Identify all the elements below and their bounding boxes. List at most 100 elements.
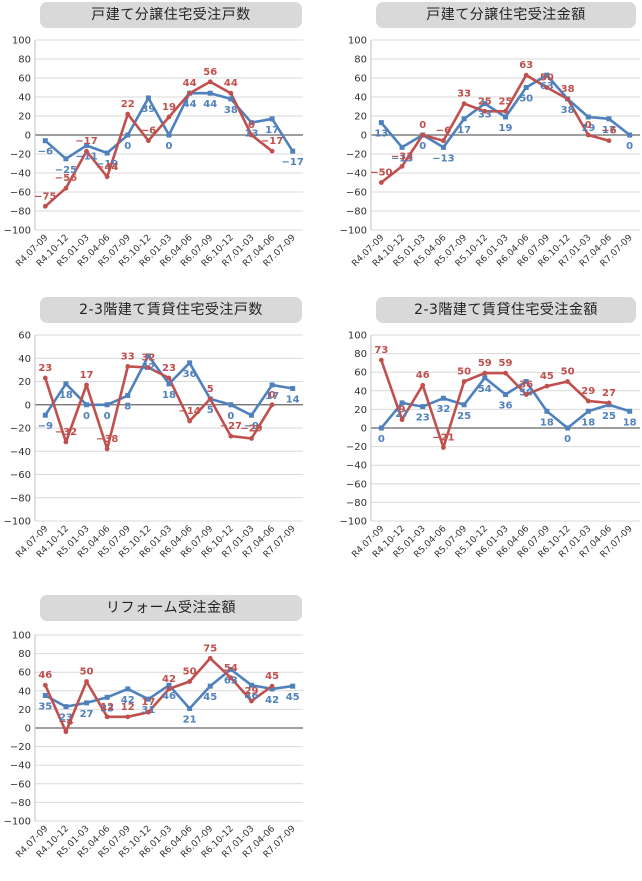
data-point-red (399, 417, 405, 423)
data-label-blue: 27 (395, 409, 409, 420)
data-label-red: 12 (121, 702, 135, 713)
y-tick-label: 100 (348, 331, 367, 342)
data-point-blue (84, 142, 90, 148)
data-point-blue (166, 132, 172, 138)
y-tick-label: −100 (4, 226, 31, 237)
data-point-red (544, 383, 550, 389)
data-label-blue: −13 (432, 153, 454, 164)
data-label-blue: 35 (38, 701, 52, 712)
data-point-red (166, 114, 172, 120)
data-label-blue: 23 (59, 713, 73, 724)
data-point-blue (585, 114, 591, 120)
data-point-red (42, 203, 48, 209)
data-label-blue: 33 (100, 703, 114, 714)
data-label-blue: 17 (265, 125, 279, 136)
data-point-red (207, 396, 213, 402)
data-label-red: 17 (141, 697, 155, 708)
y-tick-label: 0 (361, 131, 367, 142)
data-label-blue: 54 (478, 384, 492, 395)
data-point-red (461, 101, 467, 107)
data-point-red (441, 138, 446, 144)
y-tick-label: −20 (346, 442, 367, 453)
data-point-blue (461, 116, 467, 122)
line-chart: −100−80−60−40−20020406080100R4.07-09R4.1… (4, 36, 304, 270)
data-label-red: 50 (183, 667, 197, 678)
data-label-blue: −9 (244, 421, 259, 432)
data-point-blue (378, 425, 384, 431)
y-tick-label: 0 (25, 724, 31, 735)
data-label-red: 38 (561, 84, 575, 95)
data-point-blue (269, 382, 275, 388)
data-label-red: 45 (540, 371, 554, 382)
data-label-blue: 0 (626, 141, 633, 152)
data-label-blue: 0 (419, 141, 426, 152)
chart-title: 2-3階建て賃貸住宅受注戸数 (40, 297, 302, 323)
data-point-blue (440, 395, 446, 401)
data-label-blue: 17 (602, 125, 616, 136)
data-label-red: 73 (374, 345, 388, 356)
data-label-red: −21 (432, 433, 454, 444)
data-label-blue: 0 (227, 411, 234, 422)
data-point-red (125, 111, 131, 117)
data-point-red (125, 714, 131, 720)
y-tick-label: 0 (361, 424, 367, 435)
y-tick-label: 60 (18, 331, 31, 342)
data-point-red (207, 79, 213, 85)
data-point-blue (399, 144, 405, 150)
y-tick-label: −20 (10, 150, 31, 161)
data-point-blue (248, 120, 254, 126)
data-label-blue: 44 (203, 99, 217, 110)
chart-title: リフォーム受注金額 (40, 595, 302, 621)
data-label-blue: 32 (436, 404, 450, 415)
data-point-blue (166, 682, 172, 688)
data-point-red (42, 375, 48, 381)
y-tick-label: 20 (354, 405, 367, 416)
data-point-red (565, 379, 570, 384)
y-tick-label: −40 (10, 761, 31, 772)
y-tick-label: −60 (10, 470, 31, 481)
y-tick-label: −80 (10, 798, 31, 809)
data-label-blue: 18 (581, 417, 595, 428)
data-point-red (63, 185, 69, 191)
data-point-blue (503, 392, 508, 398)
data-point-blue (544, 72, 550, 78)
data-label-red: 0 (248, 120, 255, 131)
y-tick-label: −60 (10, 779, 31, 790)
y-tick-label: 40 (354, 386, 367, 397)
data-label-red: −32 (55, 427, 77, 438)
data-label-red: −4 (58, 717, 73, 728)
data-label-blue: 42 (121, 695, 135, 706)
data-label-red: 46 (416, 370, 430, 381)
data-label-red: 33 (121, 351, 135, 362)
y-tick-label: 20 (18, 705, 31, 716)
data-point-blue (290, 148, 296, 154)
data-point-blue (461, 402, 467, 408)
data-label-red: 42 (162, 674, 176, 685)
data-label-blue: 33 (478, 110, 492, 121)
data-label-blue: 63 (224, 675, 238, 686)
data-point-red (269, 683, 275, 689)
data-label-blue: 45 (203, 692, 217, 703)
y-tick-label: 40 (354, 93, 367, 104)
data-point-blue (145, 353, 151, 359)
y-tick-label: 80 (354, 55, 367, 66)
data-label-blue: 13 (374, 129, 388, 140)
data-label-red: −75 (34, 191, 56, 202)
data-point-red (84, 148, 89, 154)
data-point-red (523, 72, 529, 78)
data-label-blue: 25 (602, 411, 616, 422)
data-label-red: 27 (602, 388, 616, 399)
data-point-blue (523, 85, 529, 90)
data-point-blue (606, 116, 612, 122)
data-point-red (269, 148, 275, 154)
data-point-blue (523, 379, 529, 384)
data-label-red: 25 (478, 96, 492, 107)
data-label-blue: 23 (416, 413, 430, 424)
y-tick-label: −80 (346, 498, 367, 509)
y-tick-label: −60 (346, 479, 367, 490)
data-point-red (145, 365, 151, 370)
y-tick-label: −100 (4, 817, 31, 828)
data-label-blue: 46 (245, 691, 259, 702)
chart-title: 戸建て分譲住宅受注戸数 (40, 2, 302, 28)
y-tick-label: 60 (18, 74, 31, 85)
